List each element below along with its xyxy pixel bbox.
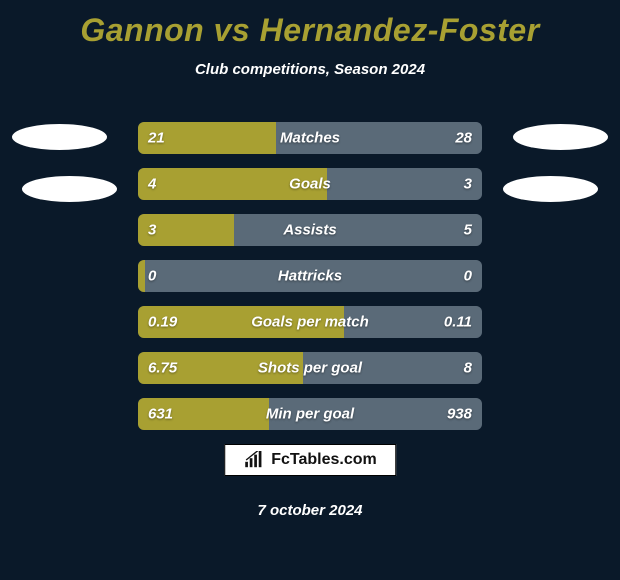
stat-value-right: 938	[447, 406, 472, 423]
stat-label: Hattricks	[278, 268, 342, 285]
stat-label: Goals	[289, 176, 331, 193]
stat-value-right: 3	[464, 176, 472, 193]
stat-value-left: 3	[148, 222, 156, 239]
stat-value-left: 4	[148, 176, 156, 193]
stat-row: 21 28 Matches	[138, 122, 482, 154]
stat-value-right: 0.11	[444, 314, 472, 331]
date-text: 7 october 2024	[257, 502, 362, 519]
logo-text: FcTables.com	[271, 451, 377, 469]
stat-row: 0.19 0.11 Goals per match	[138, 306, 482, 338]
stat-row: 4 3 Goals	[138, 168, 482, 200]
stats-bars: 21 28 Matches 4 3 Goals 3 5 Assists 0 0 Hattricks 0.…	[138, 122, 482, 444]
chart-icon	[243, 451, 265, 469]
stat-value-left: 0	[148, 268, 156, 285]
stat-row: 0 0 Hattricks	[138, 260, 482, 292]
stat-row: 6.75 8 Shots per goal	[138, 352, 482, 384]
stat-value-left: 6.75	[148, 360, 177, 377]
stat-fill-left	[138, 260, 145, 292]
stat-label: Shots per goal	[258, 360, 362, 377]
stat-value-right: 0	[464, 268, 472, 285]
fctables-logo: FcTables.com	[224, 444, 396, 476]
stat-value-right: 8	[464, 360, 472, 377]
stat-row: 631 938 Min per goal	[138, 398, 482, 430]
stat-label: Assists	[283, 222, 336, 239]
stat-value-left: 21	[148, 130, 165, 147]
stat-value-left: 0.19	[148, 314, 177, 331]
stat-label: Matches	[280, 130, 340, 147]
stat-row: 3 5 Assists	[138, 214, 482, 246]
player-left-badge-bottom	[22, 176, 117, 202]
stat-fill-right	[327, 168, 482, 200]
stat-label: Min per goal	[266, 406, 354, 423]
stat-value-right: 28	[455, 130, 472, 147]
stat-value-right: 5	[464, 222, 472, 239]
stat-fill-right	[234, 214, 482, 246]
subtitle: Club competitions, Season 2024	[0, 61, 620, 78]
player-right-badge-bottom	[503, 176, 598, 202]
player-left-badge-top	[12, 124, 107, 150]
page-title: Gannon vs Hernandez-Foster	[0, 0, 620, 49]
stat-label: Goals per match	[251, 314, 369, 331]
player-right-badge-top	[513, 124, 608, 150]
stat-value-left: 631	[148, 406, 173, 423]
